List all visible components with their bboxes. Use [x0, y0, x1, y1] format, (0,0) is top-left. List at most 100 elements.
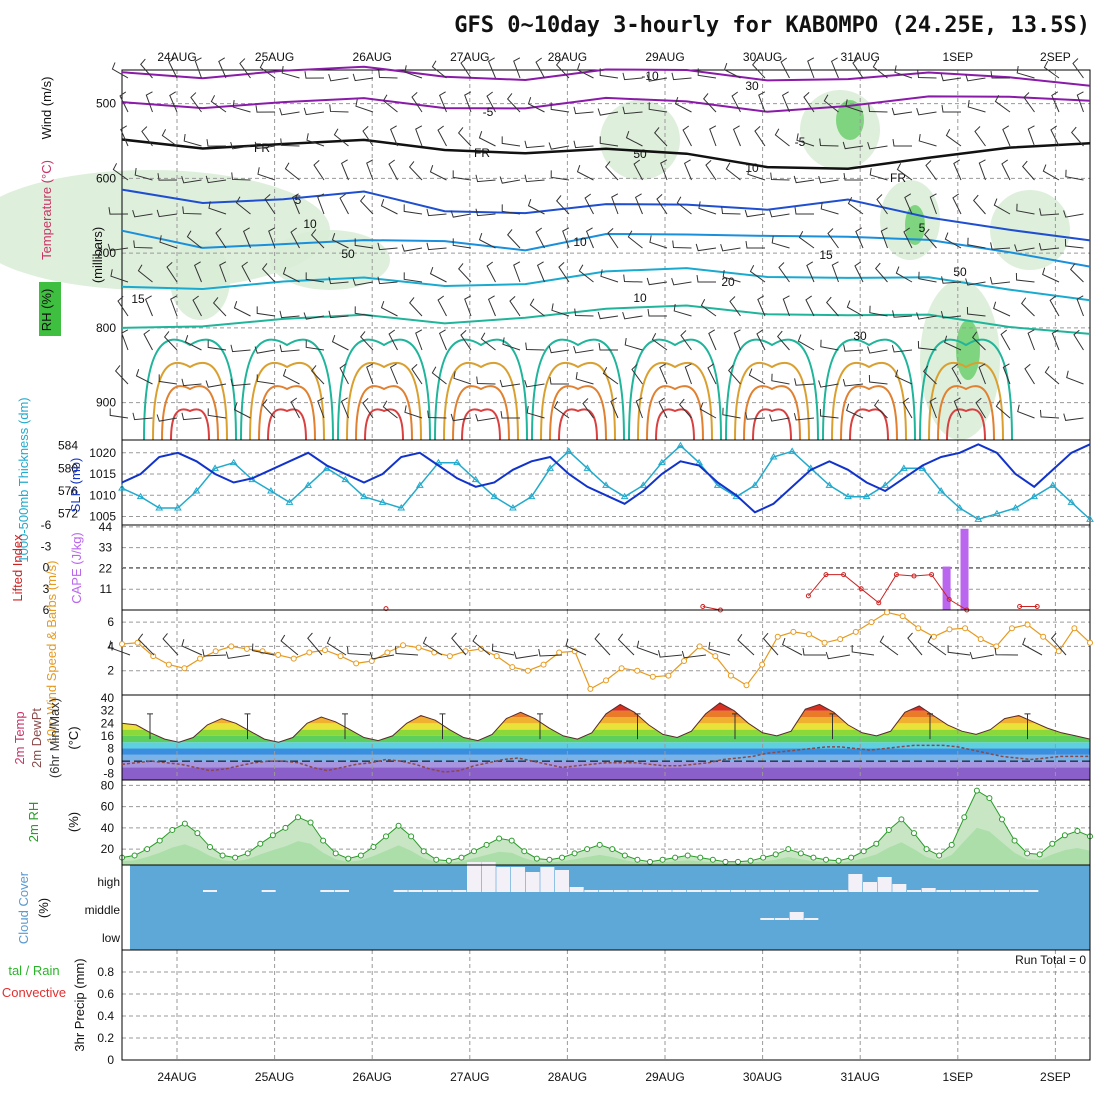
- cloud-bar-high: [760, 890, 775, 892]
- thickness-point: [304, 481, 313, 488]
- wind-barb: [346, 646, 371, 656]
- thickness-point: [657, 458, 666, 466]
- wind-barb: [352, 73, 374, 82]
- wind-barb: [388, 329, 398, 351]
- wind-barb: [757, 295, 766, 317]
- thickness-point: [397, 504, 406, 511]
- wind-barb: [192, 295, 202, 317]
- wind-barb: [502, 337, 521, 351]
- wind-barb: [458, 263, 472, 283]
- day-tick-label: 24AUG: [157, 1070, 196, 1084]
- wind-barb: [578, 264, 594, 283]
- rh2m-point: [810, 854, 817, 861]
- wind-barb: [754, 126, 766, 147]
- rh2m-point: [521, 848, 528, 855]
- rh2m-point: [357, 852, 364, 859]
- lifted-index-line: [702, 574, 1038, 611]
- thickness-point: [360, 492, 368, 500]
- wind-barb: [867, 141, 888, 150]
- minmax-whisker: [829, 713, 836, 740]
- wind-barb: [259, 61, 276, 79]
- cloud-bar-high: [599, 890, 613, 892]
- rh2m-point: [848, 854, 855, 861]
- dewpt2m-line: [121, 744, 1090, 773]
- thickness-point: [267, 487, 275, 494]
- rh2m-point: [332, 850, 339, 857]
- wind-barb: [159, 235, 178, 249]
- wind-barb: [1027, 125, 1035, 147]
- wind-barb: [555, 59, 570, 79]
- rh2m-point: [458, 854, 465, 861]
- isotherm-loop: [355, 385, 413, 441]
- wind-barb: [660, 159, 668, 181]
- cloud-bar-high: [657, 890, 672, 892]
- wind-barb: [509, 296, 521, 317]
- wind10-point: [556, 649, 563, 656]
- wind-barb: [137, 633, 155, 656]
- wind10-point: [977, 636, 984, 643]
- wind-barb: [697, 68, 717, 79]
- wind-barb: [831, 261, 839, 283]
- isotherm-10: [121, 229, 1091, 268]
- wind-barb: [723, 62, 741, 79]
- day-tick-label: 31AUG: [841, 50, 880, 64]
- thickness-tick-label: 580: [58, 461, 78, 475]
- wind10-point: [181, 665, 188, 672]
- wind-barb: [281, 66, 300, 79]
- wind-barb: [673, 303, 692, 317]
- temp-band: [122, 735, 1090, 743]
- rh2m-tick-label: 20: [101, 842, 115, 856]
- wind-barb: [1039, 409, 1060, 419]
- wind-barb: [169, 91, 178, 113]
- isotherm-loop: [461, 408, 501, 441]
- wind10-point: [415, 644, 422, 651]
- li-tick-label: -3: [41, 539, 52, 553]
- cloud-bar-high: [789, 890, 804, 892]
- wind-barb: [166, 261, 178, 283]
- pressure-tick-label: 500: [96, 97, 116, 111]
- thickness-point: [509, 504, 517, 511]
- wind-barb: [576, 63, 594, 79]
- wind-barb: [352, 278, 374, 286]
- cloud-bar-high: [452, 890, 467, 892]
- wind-barb: [778, 262, 790, 283]
- wind10-point: [930, 633, 937, 640]
- wind10-point: [790, 628, 797, 635]
- wind-barb: [137, 264, 153, 283]
- thickness-point: [676, 441, 685, 449]
- wind10-point: [899, 613, 906, 620]
- wind-barb: [953, 159, 962, 181]
- wind-barb: [264, 193, 276, 215]
- wind-barb: [732, 125, 741, 147]
- wind10-point: [197, 655, 204, 662]
- wind-barb: [940, 311, 962, 319]
- contour-label: 10: [745, 161, 759, 175]
- wind-barb: [480, 332, 496, 351]
- wind-barb: [657, 650, 683, 658]
- wind-barb: [360, 331, 374, 351]
- wind-barb: [527, 97, 545, 113]
- wind-barb: [524, 140, 545, 149]
- wind-barb: [377, 276, 398, 285]
- rh2m-point: [760, 854, 767, 861]
- wind-barb: [720, 243, 741, 252]
- wind-barb: [951, 363, 962, 385]
- thickness-point: [769, 453, 778, 460]
- wind-barb: [359, 195, 374, 215]
- wind-barb: [475, 413, 496, 422]
- wind-barb: [994, 647, 1019, 656]
- thickness-point: [1067, 498, 1076, 505]
- wind-barb: [181, 176, 202, 184]
- wind-barb: [1043, 60, 1060, 79]
- wind-barb: [752, 59, 766, 79]
- wind10-point: [540, 661, 547, 668]
- wind-barb: [648, 102, 668, 113]
- thickness-tick-label: 576: [58, 484, 78, 498]
- wind-barb: [1065, 169, 1084, 181]
- contour-label: 15: [131, 292, 145, 306]
- cloud-bar-middle: [775, 918, 789, 920]
- wind-barb: [617, 633, 635, 656]
- wind-barb: [622, 72, 643, 81]
- wind-barb: [404, 405, 423, 419]
